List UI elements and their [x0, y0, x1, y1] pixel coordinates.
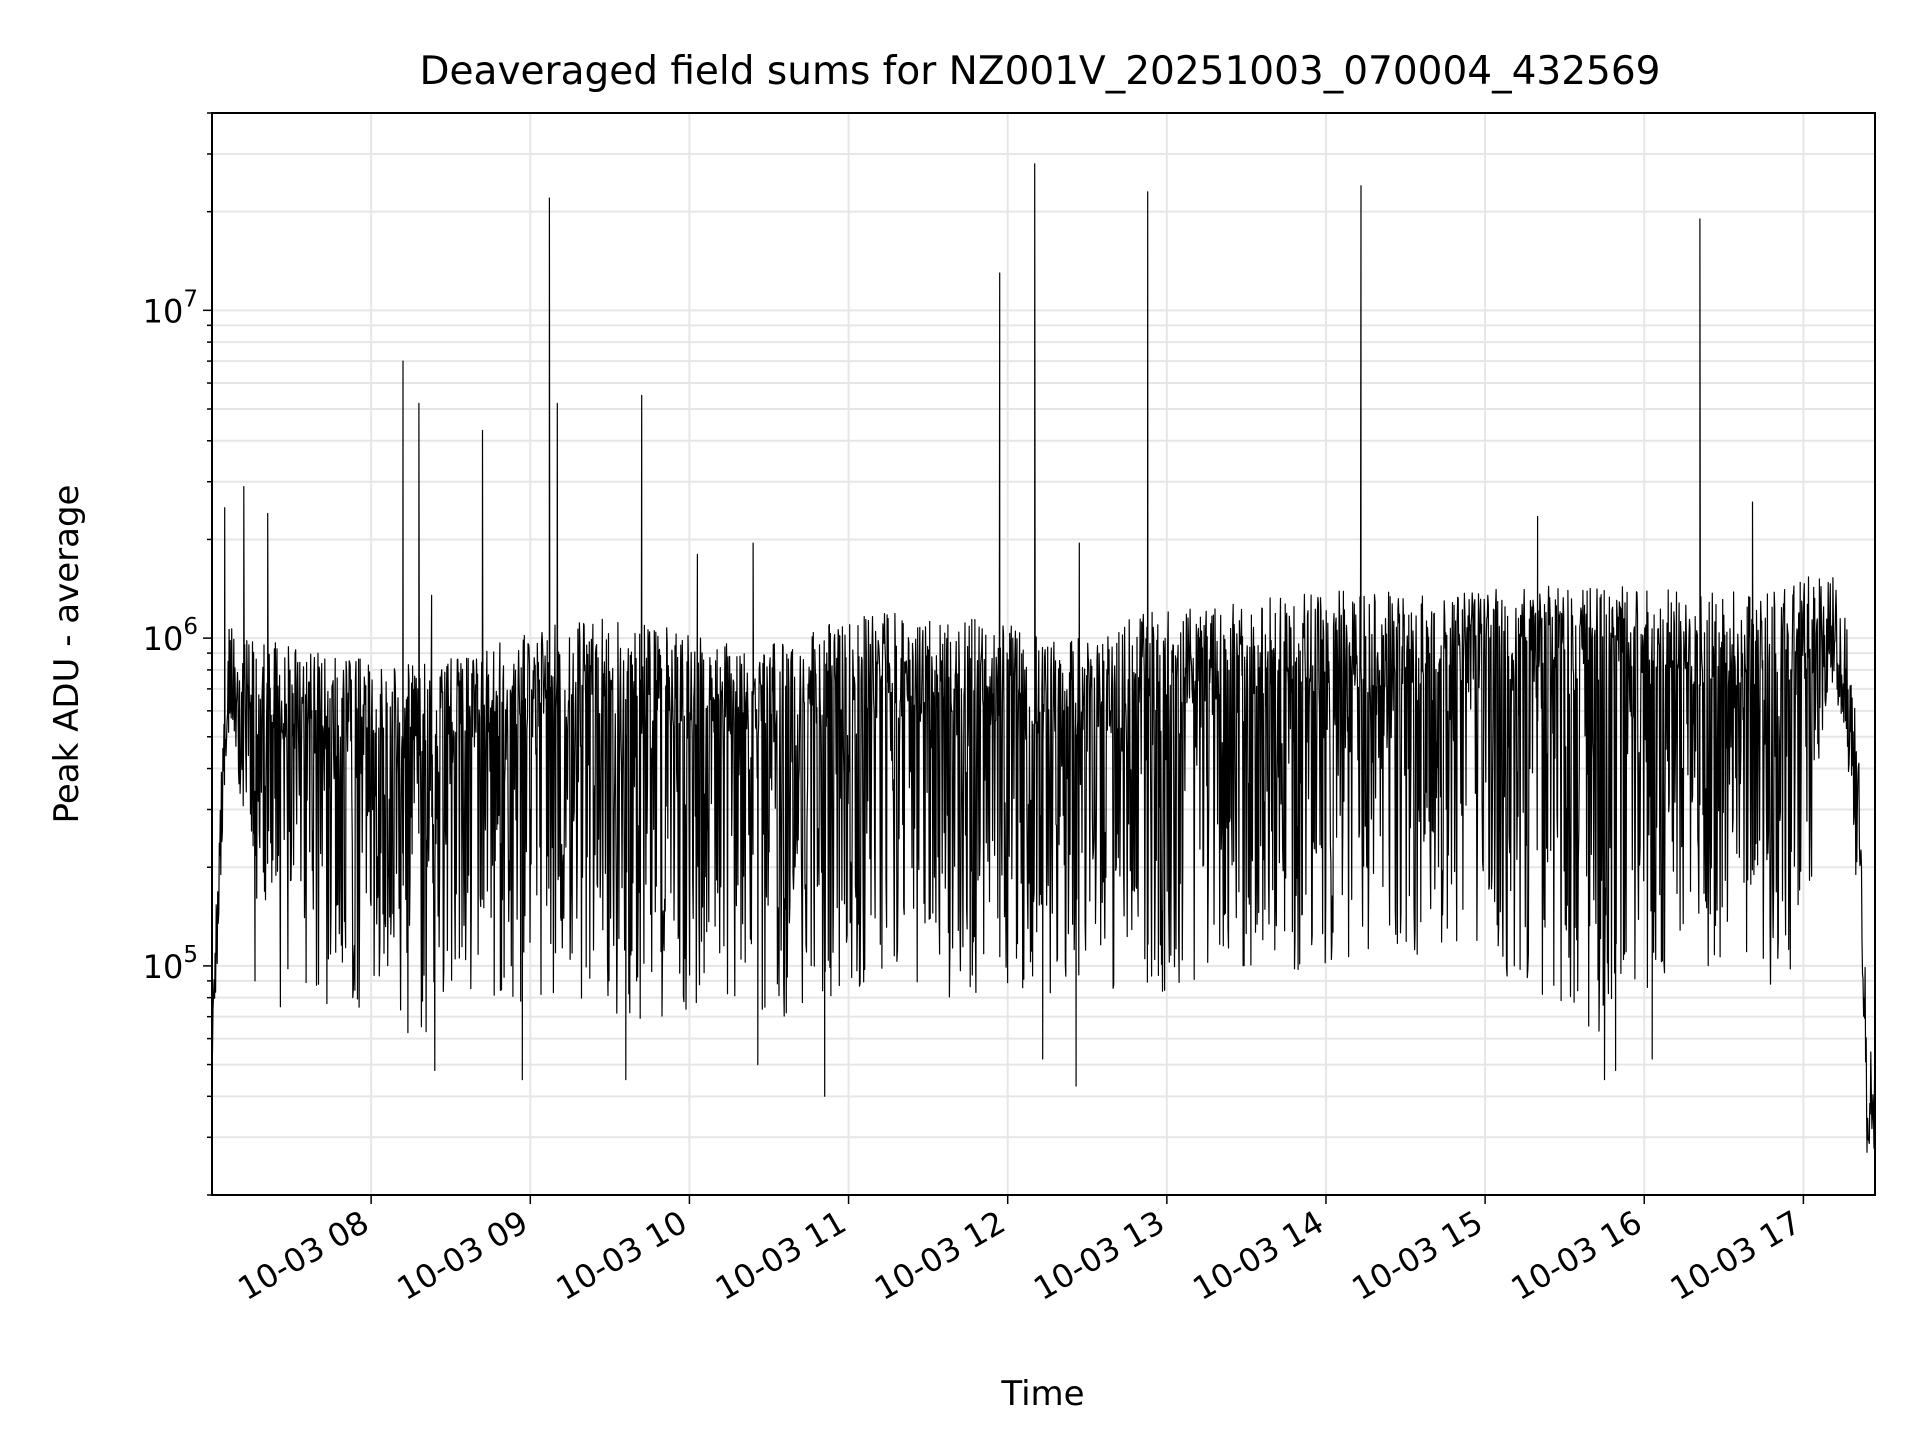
y-axis-label: Peak ADU - average [47, 485, 87, 824]
plot-frame [211, 112, 1876, 1196]
y-tick-label: 107 [143, 286, 198, 330]
series-line [211, 163, 1876, 1153]
series-path [211, 163, 1876, 1153]
y-tick-label: 106 [143, 614, 198, 658]
chart-title: Deaveraged field sums for NZ001V_2025100… [420, 49, 1661, 94]
y-axis: 105 106 107 [143, 112, 212, 1196]
y-tick-label: 105 [143, 942, 198, 986]
x-axis-label: Time [1000, 1374, 1084, 1414]
